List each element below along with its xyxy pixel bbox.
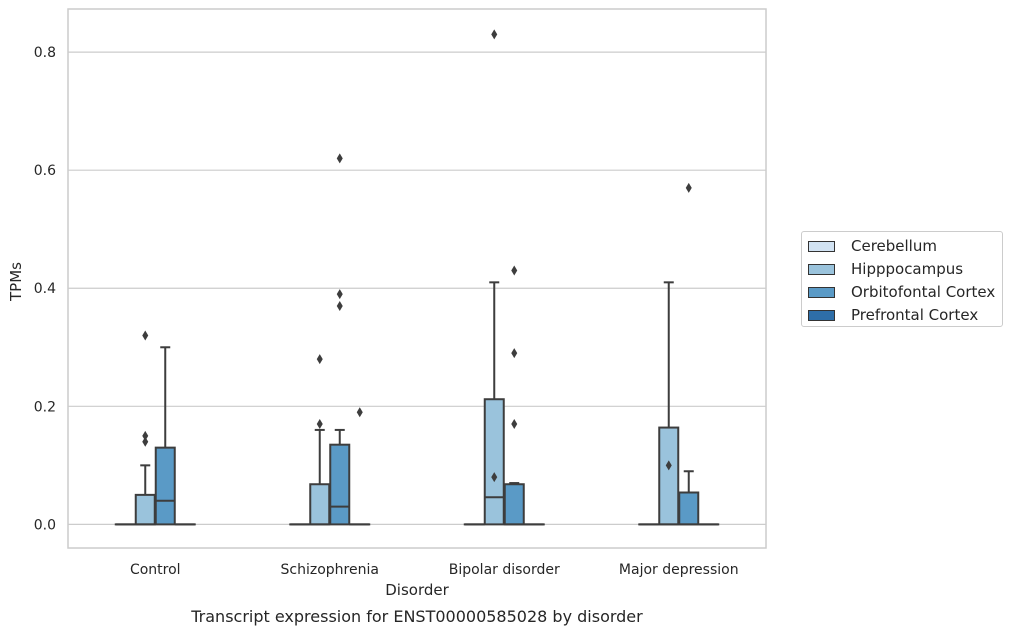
x-tick-label: Bipolar disorder bbox=[449, 562, 560, 578]
outlier-point bbox=[491, 472, 498, 483]
x-tick-label: Schizophrenia bbox=[281, 562, 379, 578]
legend-label-orbitofrontal-cortex: Orbitofontal Cortex bbox=[851, 283, 996, 301]
outlier-point bbox=[511, 265, 518, 276]
legend-item-prefrontal-cortex: Prefrontal Cortex bbox=[808, 304, 1002, 327]
y-tick-label: 0.4 bbox=[34, 281, 56, 297]
box-body bbox=[329, 443, 351, 526]
y-tick-label: 0.8 bbox=[34, 45, 56, 61]
x-axis-label: Disorder bbox=[385, 581, 449, 599]
outlier-point bbox=[316, 354, 323, 365]
x-tick-label: Control bbox=[130, 562, 181, 578]
legend-item-cerebellum: Cerebellum bbox=[808, 235, 1002, 258]
box-hipppocampus-bipolar-disorder bbox=[483, 29, 505, 526]
box-body bbox=[678, 491, 700, 526]
outlier-point bbox=[336, 289, 343, 300]
outlier-point bbox=[336, 153, 343, 164]
y-axis-label: TPMs bbox=[7, 262, 25, 302]
box-hipppocampus-major-depression bbox=[658, 281, 680, 526]
legend-label-prefrontal-cortex: Prefrontal Cortex bbox=[851, 306, 979, 324]
box-body bbox=[154, 446, 176, 526]
outlier-point bbox=[511, 348, 518, 359]
y-tick-label: 0.0 bbox=[34, 517, 56, 533]
legend-swatch-cerebellum bbox=[808, 241, 835, 252]
box-orbitofontal-cortex-bipolar-disorder bbox=[503, 265, 525, 526]
box-body bbox=[503, 483, 525, 526]
outlier-point bbox=[356, 407, 363, 418]
box-prefrontal-cortex-schizophrenia bbox=[349, 407, 371, 526]
box-orbitofontal-cortex-schizophrenia bbox=[329, 153, 351, 526]
outlier-point bbox=[491, 29, 498, 40]
box-body bbox=[483, 398, 505, 526]
box-hipppocampus-control bbox=[134, 330, 156, 526]
box-body bbox=[309, 483, 331, 526]
y-tick-label: 0.2 bbox=[34, 399, 56, 415]
legend-label-hippocampus: Hipppocampus bbox=[851, 260, 964, 278]
y-tick-label: 0.6 bbox=[34, 163, 56, 179]
outlier-point bbox=[511, 419, 518, 430]
chart-title: Transcript expression for ENST0000058502… bbox=[190, 607, 643, 626]
box-body bbox=[658, 426, 680, 526]
box-orbitofontal-cortex-major-depression bbox=[678, 182, 700, 526]
outlier-point bbox=[336, 300, 343, 311]
legend-swatch-orbitofrontal-cortex bbox=[808, 287, 835, 298]
outlier-point bbox=[316, 419, 323, 430]
box-hipppocampus-schizophrenia bbox=[309, 354, 331, 526]
legend-item-orbitofrontal-cortex: Orbitofontal Cortex bbox=[808, 281, 1002, 304]
chart-legend: Cerebellum Hipppocampus Orbitofontal Cor… bbox=[801, 231, 1003, 327]
plot-frame bbox=[67, 8, 767, 549]
legend-swatch-hippocampus bbox=[808, 264, 835, 275]
box-body bbox=[134, 493, 156, 526]
x-tick-label: Major depression bbox=[619, 562, 739, 578]
outlier-point bbox=[685, 182, 692, 193]
outlier-point bbox=[142, 430, 149, 441]
legend-swatch-prefrontal-cortex bbox=[808, 310, 835, 321]
outlier-point bbox=[665, 460, 672, 471]
legend-label-cerebellum: Cerebellum bbox=[851, 237, 937, 255]
box-orbitofontal-cortex-control bbox=[154, 346, 176, 526]
outlier-point bbox=[142, 330, 149, 341]
legend-item-hippocampus: Hipppocampus bbox=[808, 258, 1002, 281]
outlier-point bbox=[142, 436, 149, 447]
